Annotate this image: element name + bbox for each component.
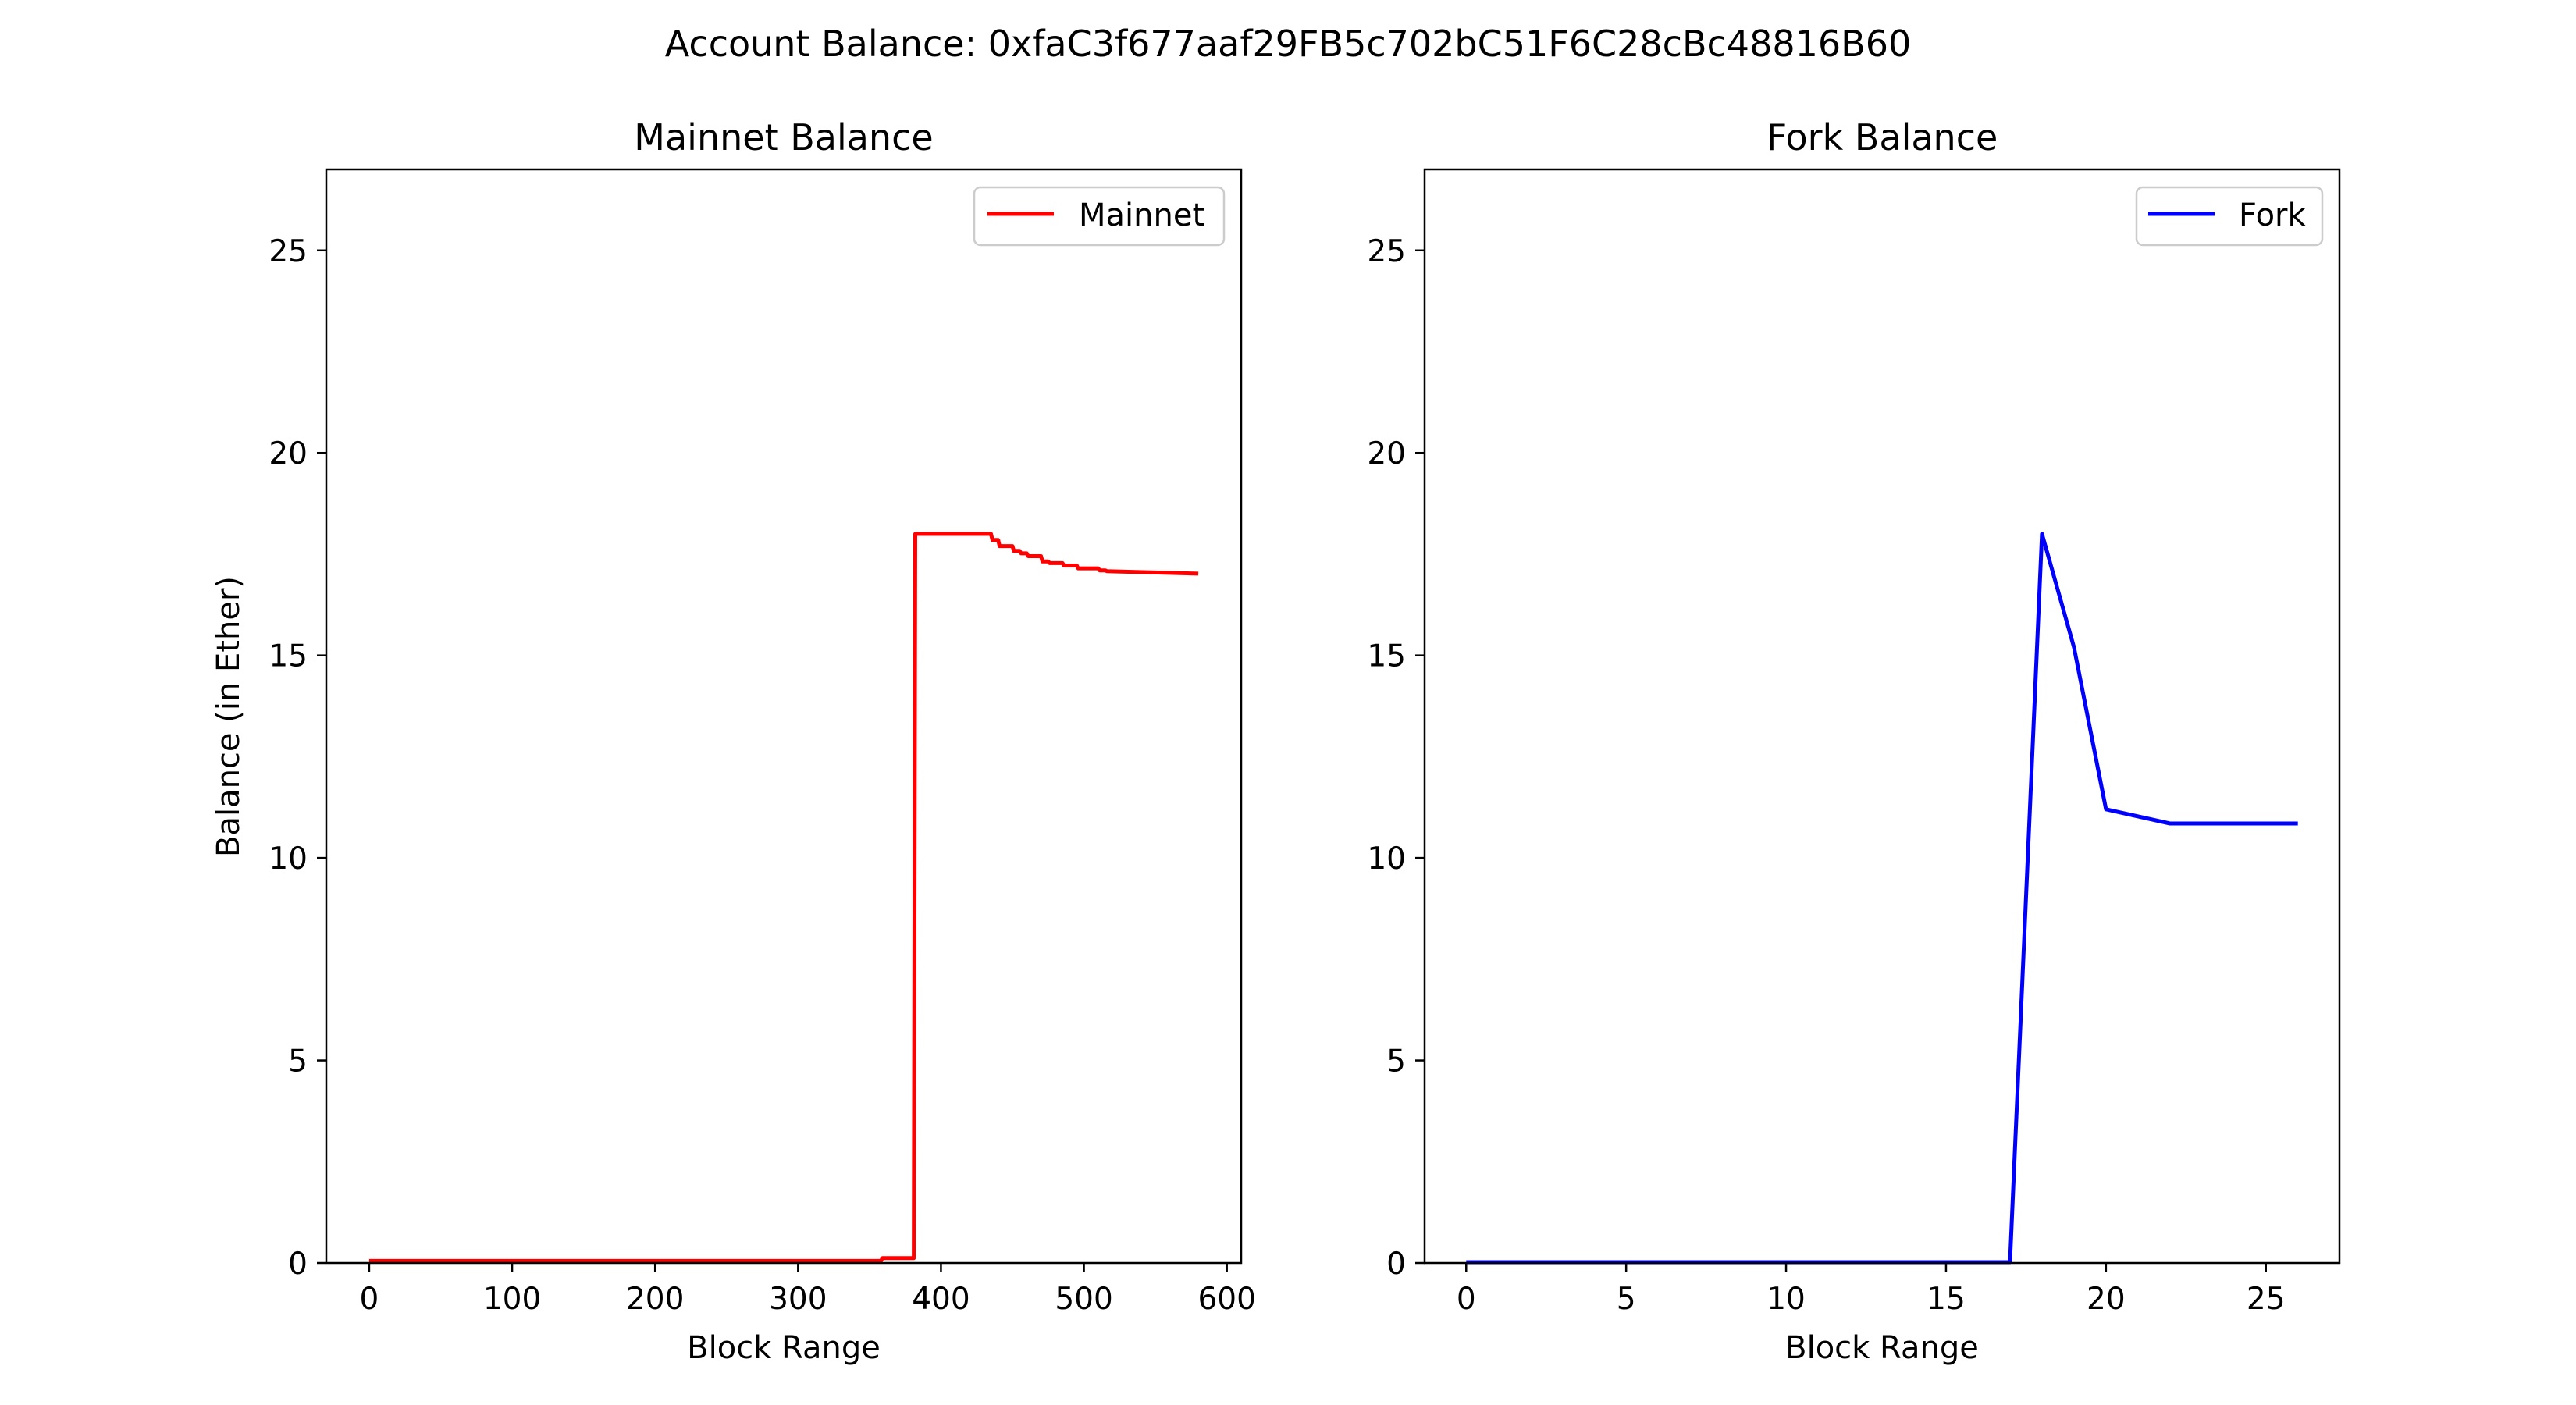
mainnet-plot-area: [368, 532, 1199, 1263]
fork-frame: [1423, 168, 2341, 1264]
mainnet-legend: Mainnet: [973, 186, 1226, 247]
fork-axes: Fork Balance Block Range 0 5 10 15 20 25 0 5 10 1…: [1367, 116, 2341, 1366]
fork-ytick-label-5: 25: [1367, 234, 1406, 269]
fork-ytick-label-0: 0: [1386, 1247, 1406, 1282]
fork-xtick-label-1: 5: [1617, 1282, 1636, 1317]
mainnet-xtick-label-2: 200: [626, 1282, 684, 1317]
mainnet-ytick-label-2: 10: [269, 841, 308, 877]
mainnet-ticks: 0 100 200 300 400 500 600 0 5 10 15 20 25: [269, 234, 1256, 1317]
fork-ticks: 0 5 10 15 20 25 0 5 10 15 20 25: [1367, 234, 2285, 1317]
mainnet-series-line: [368, 532, 1199, 1263]
fork-plot-area: [1466, 532, 2298, 1264]
mainnet-xlabel: Block Range: [687, 1330, 881, 1366]
fork-xtick-label-3: 15: [1927, 1282, 1966, 1317]
fork-ytick-label-2: 10: [1367, 841, 1406, 877]
mainnet-ytick-label-0: 0: [288, 1247, 308, 1282]
mainnet-axes: Mainnet Balance Block Range Balance (in …: [211, 116, 1256, 1366]
fork-xlabel: Block Range: [1785, 1330, 1979, 1366]
mainnet-xtick-label-4: 400: [912, 1282, 970, 1317]
mainnet-legend-label: Mainnet: [1079, 197, 1204, 233]
fork-series-line: [1466, 532, 2298, 1264]
mainnet-xtick-label-3: 300: [769, 1282, 827, 1317]
fork-legend-box: [2135, 186, 2324, 247]
mainnet-frame: [325, 168, 1243, 1264]
mainnet-xtick-label-6: 600: [1197, 1282, 1255, 1317]
mainnet-ytick-label-3: 15: [269, 639, 308, 674]
figure-suptitle: Account Balance: 0xfaC3f677aaf29FB5c702b…: [665, 23, 1911, 65]
fork-ytick-label-3: 15: [1367, 639, 1406, 674]
fork-xtick-label-2: 10: [1767, 1282, 1806, 1317]
mainnet-legend-box: [973, 186, 1226, 247]
mainnet-title: Mainnet Balance: [634, 116, 933, 158]
fork-legend-label: Fork: [2239, 197, 2307, 233]
mainnet-xtick-label-0: 0: [360, 1282, 379, 1317]
fork-xtick-label-5: 25: [2247, 1282, 2286, 1317]
mainnet-ylabel: Balance (in Ether): [211, 576, 247, 857]
mainnet-ytick-label-1: 5: [288, 1044, 308, 1080]
mainnet-xtick-label-1: 100: [483, 1282, 541, 1317]
fork-legend: Fork: [2135, 186, 2324, 247]
fork-title: Fork Balance: [1767, 116, 1998, 158]
fork-ytick-label-1: 5: [1386, 1044, 1406, 1080]
fork-xtick-label-4: 20: [2087, 1282, 2126, 1317]
mainnet-ytick-label-4: 20: [269, 436, 308, 471]
fork-xtick-label-0: 0: [1457, 1282, 1476, 1317]
mainnet-xtick-label-5: 500: [1055, 1282, 1112, 1317]
fork-ytick-label-4: 20: [1367, 436, 1406, 471]
mainnet-ytick-label-5: 25: [269, 234, 308, 269]
